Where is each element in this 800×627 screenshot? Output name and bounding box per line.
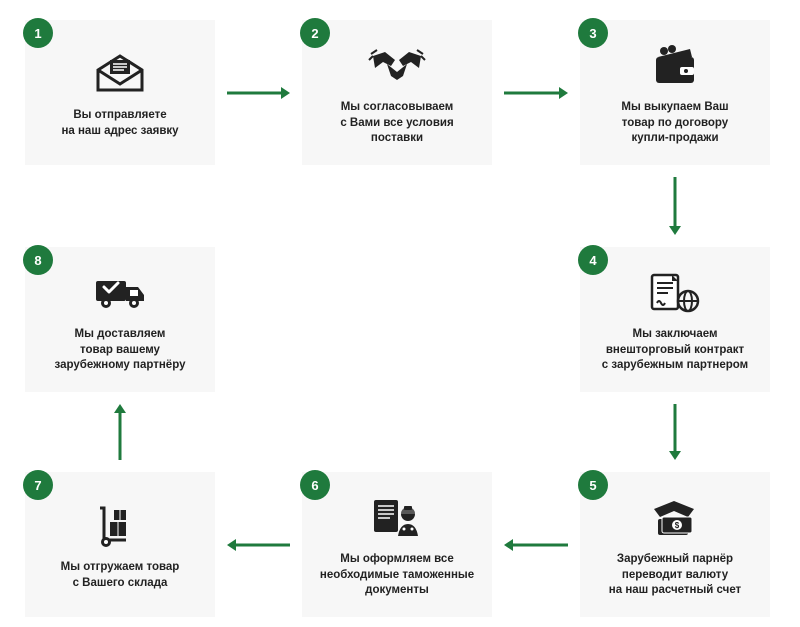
step-card-6: 6 Мы оформляем все необходимые таможенны…	[302, 472, 492, 617]
step-text: Мы согласовываем с Вами все условия пост…	[340, 100, 453, 147]
step-text: Мы отгружаем товар с Вашего склада	[61, 560, 180, 591]
step-text: Мы доставляем товар вашему зарубежному п…	[55, 327, 186, 374]
step-text: Мы заключаем внешторговый контракт с зар…	[602, 327, 748, 374]
money-icon: $ $	[648, 494, 702, 542]
step-card-7: 7 Мы отгружаем товар с Вашего склада	[25, 472, 215, 617]
customs-icon	[370, 494, 424, 542]
step-text: Мы оформляем все необходимые таможенные …	[320, 552, 474, 599]
arrow-right-icon	[225, 83, 292, 103]
step-badge: 8	[23, 245, 53, 275]
step-card-8: 8 Мы доставляем товар вашему зарубежному…	[25, 247, 215, 392]
step-card-4: 4 Мы заключаем внешторговый контракт с з…	[580, 247, 770, 392]
arrow-down-icon	[665, 402, 685, 462]
step-badge: 5	[578, 470, 608, 500]
step-card-2: 2 Мы согласовываем с Вами все условия по…	[302, 20, 492, 165]
arrow-down-icon	[665, 175, 685, 237]
step-badge: 4	[578, 245, 608, 275]
step-text: Мы выкупаем Ваш товар по договору купли-…	[621, 100, 728, 147]
process-flow-diagram: 1 Вы отправляете на наш адрес заявку 2 Мы…	[0, 0, 800, 627]
step-text: Вы отправляете на наш адрес заявку	[61, 108, 178, 139]
wallet-icon	[650, 42, 700, 90]
step-badge: 1	[23, 18, 53, 48]
contract-icon	[648, 269, 702, 317]
arrow-left-icon	[502, 535, 570, 555]
arrow-left-icon	[225, 535, 292, 555]
step-card-3: 3 Мы выкупаем Ваш товар по договору купл…	[580, 20, 770, 165]
arrow-right-icon	[502, 83, 570, 103]
truck-icon	[92, 269, 148, 317]
step-text: Зарубежный парнёр переводит валюту на на…	[609, 552, 741, 599]
svg-text:$: $	[675, 521, 680, 530]
step-badge: 6	[300, 470, 330, 500]
arrow-up-icon	[110, 402, 130, 462]
handtruck-icon	[96, 502, 144, 550]
step-card-1: 1 Вы отправляете на наш адрес заявку	[25, 20, 215, 165]
step-badge: 7	[23, 470, 53, 500]
step-card-5: 5 $ $ Зарубежный парнёр переводит валюту…	[580, 472, 770, 617]
step-badge: 2	[300, 18, 330, 48]
step-badge: 3	[578, 18, 608, 48]
handshake-icon	[367, 42, 427, 90]
envelope-icon	[94, 50, 146, 98]
